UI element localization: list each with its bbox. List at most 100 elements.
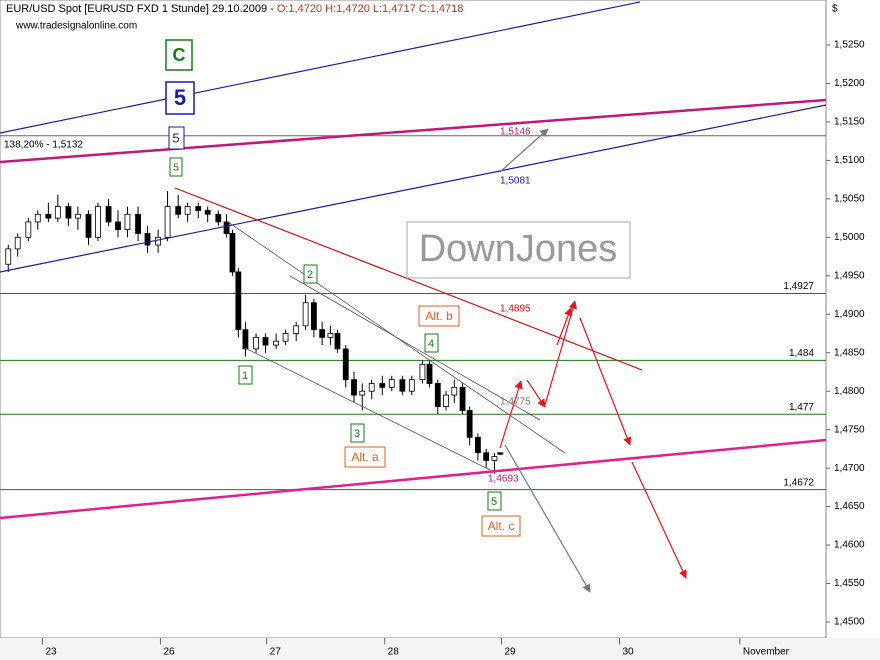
candle-body [215,213,222,223]
wave-label: C [173,45,186,65]
y-tick-label: 1,5050 [834,194,865,205]
candle-body [327,333,334,338]
arrow [499,380,523,449]
y-tick-label: 1,5250 [834,40,865,51]
currency: $ [832,4,838,15]
y-tick-label: 1,5150 [834,117,865,128]
candle-body [229,233,236,273]
candle-body [5,248,12,265]
y-tick-label: 1,4600 [834,540,865,551]
channel-line [289,275,541,421]
x-axis-band [0,638,880,660]
candle-body [459,386,466,411]
candle-body [164,206,171,238]
candle-body [144,233,151,246]
candle-body [235,271,242,331]
line-label: 1,4775 [500,397,531,408]
wave-label: 3 [354,428,360,440]
trend-line [0,104,827,273]
x-tick-label: 28 [388,647,400,658]
y-tick-label: 1,4700 [834,463,865,474]
wave-box [168,126,185,150]
y-tick-label: 1,5000 [834,232,865,243]
candle-body [334,333,341,350]
watermark: DownJones [419,228,618,270]
level-label: 1,484 [789,348,814,359]
x-tick-label: 27 [270,647,282,658]
candle-body [388,379,395,388]
plot-frame [0,0,827,639]
wave-box [303,264,318,284]
candle-body [105,206,112,223]
candle-body [368,383,375,392]
candle-body [483,452,490,461]
line-label: 1,5146 [500,127,531,138]
candle-body [351,379,357,396]
level-label: 1,477 [789,402,814,413]
candle-body [242,329,249,350]
candle-body [379,383,386,388]
candle-body [262,336,269,346]
candle-body [273,340,280,346]
arrow [544,300,577,406]
candle-body [491,456,498,461]
candle-body [359,390,366,396]
y-tick-label: 1,4850 [834,347,865,358]
candle-body [195,206,202,211]
wave-label: Alt. b [425,309,453,323]
candle-body [14,236,21,250]
wave-box [350,423,365,443]
candle-body [135,213,141,234]
wave-label: 5 [172,130,179,145]
chart-title: EUR/USD Spot [EURUSD FXD 1 Stunde] 29.10… [6,3,463,15]
candle-body [419,363,426,381]
candle-body [497,452,504,455]
y-tick-label: 1,4650 [834,501,865,512]
y-tick-label: 1,4750 [834,424,865,435]
x-tick-label: 23 [45,647,57,658]
candle-body [399,379,406,392]
arrow [499,128,549,173]
y-tick-label: 1,4900 [834,309,865,320]
arrow [526,379,546,408]
y-tick-label: 1,4500 [834,617,865,628]
wave-box [481,515,521,537]
candle-body [95,206,101,238]
candle-body [34,213,41,223]
watermark-box [406,221,631,279]
line-label: 1,4693 [488,474,519,485]
wave-box [238,365,253,385]
candle-body [319,329,326,338]
candle-body [25,221,32,238]
arrow [556,307,573,346]
candle-body [293,325,300,334]
y-tick-label: 1,4550 [834,578,865,589]
fib-label: 138,20% - 1,5132 [4,139,83,150]
candle-body [124,213,131,231]
trend-line [0,98,827,164]
wave-label: Alt. a [351,450,379,464]
candle-body [451,386,458,396]
candle-body [65,206,72,219]
y-tick-label: 1,4950 [834,270,865,281]
candle-body [282,333,289,342]
wave-box [418,305,460,327]
candle-body [204,210,211,215]
wave-label: 1 [242,370,248,382]
candle-body [342,348,349,381]
line-label: 1,5081 [500,176,531,187]
candle-body [155,236,162,246]
wave-box [344,446,386,468]
source: www.tradesignalonline.com [15,21,137,32]
y-tick-label: 1,4800 [834,386,865,397]
candle-body [408,379,415,392]
candle-body [466,410,473,438]
wave-box [487,491,502,511]
y-tick-label: 1,5100 [834,155,865,166]
candle-body [223,221,230,234]
arrow [579,317,632,446]
candle-body [45,213,52,219]
wave-box [424,333,439,353]
x-tick-label: November [743,647,790,658]
